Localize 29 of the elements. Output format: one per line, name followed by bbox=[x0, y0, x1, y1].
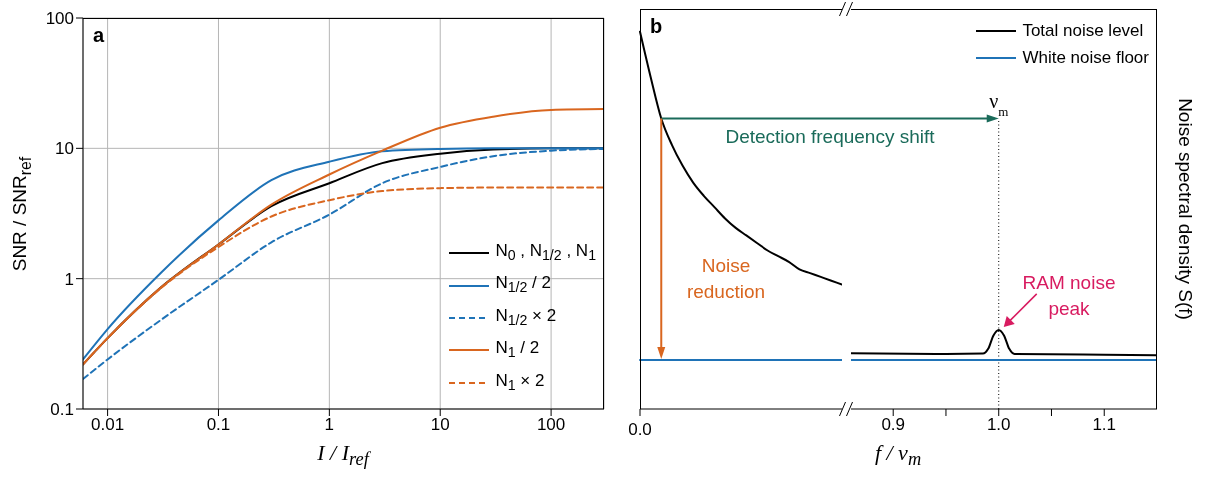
x-tick-label: 1 bbox=[324, 415, 335, 435]
annotation: Noise reduction bbox=[686, 255, 766, 302]
x-tick-label: 0.1 bbox=[206, 415, 231, 435]
y-tick-label: 1 bbox=[64, 269, 74, 289]
text: 0.0 bbox=[628, 420, 652, 439]
ref-line-label: ν$_{m}$ bbox=[989, 90, 1009, 119]
x-axis-title: f / ν$_{m}$ bbox=[874, 440, 922, 470]
x-tick-label: 100 bbox=[536, 415, 566, 435]
chart-title: a bbox=[93, 24, 105, 46]
x-tick-label: 0.01 bbox=[91, 415, 125, 435]
y-axis-title: Noise spectral density S(f) bbox=[1175, 98, 1196, 320]
chart-title: b bbox=[650, 15, 663, 37]
legend-label: N$_{1/2}$ / 2 bbox=[495, 272, 551, 298]
x-tick-label: 0.9 bbox=[881, 415, 906, 435]
y-tick-label: 10 bbox=[55, 139, 74, 159]
legend-label: N$_{1}$ / 2 bbox=[495, 337, 540, 363]
legend-label: N$_{0}$ , N$_{1/2}$ , N$_{1}$ bbox=[495, 240, 596, 266]
x-tick-label: 1.0 bbox=[986, 415, 1011, 435]
x-tick-label: 10 bbox=[430, 415, 450, 435]
text: RAM noise peak bbox=[1022, 272, 1116, 319]
y-tick-label: 100 bbox=[45, 9, 74, 29]
x-axis-title: I / I$_{ref}$ bbox=[317, 440, 369, 470]
annotation: Detection frequency shift bbox=[725, 126, 935, 147]
legend-label: Total noise level bbox=[1022, 20, 1144, 42]
y-tick-label: 0.1 bbox=[50, 400, 74, 420]
legend-label: N$_{1}$ × 2 bbox=[495, 369, 545, 395]
legend-label: N$_{1/2}$ × 2 bbox=[495, 304, 557, 331]
legend-label: White noise floor bbox=[1022, 47, 1149, 69]
x-tick-label: 1.1 bbox=[1092, 415, 1117, 435]
